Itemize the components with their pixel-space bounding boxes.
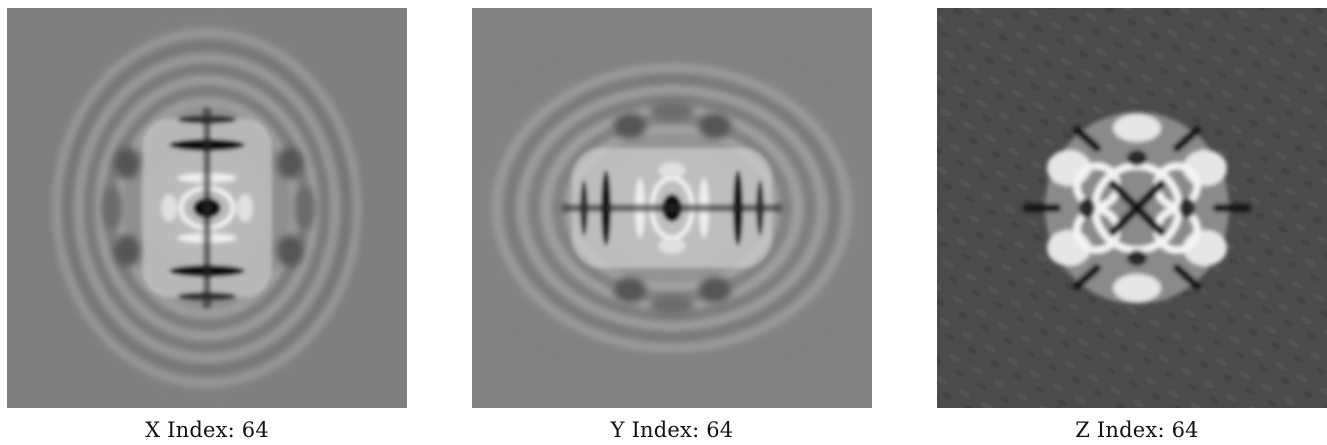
z-index-caption: Z Index: 64 [1075,418,1199,442]
z-slice-image [937,8,1327,408]
y-slice-image [472,8,872,408]
y-index-caption: Y Index: 64 [610,418,734,442]
x-slice-image [7,8,407,408]
x-index-caption: X Index: 64 [145,418,269,442]
